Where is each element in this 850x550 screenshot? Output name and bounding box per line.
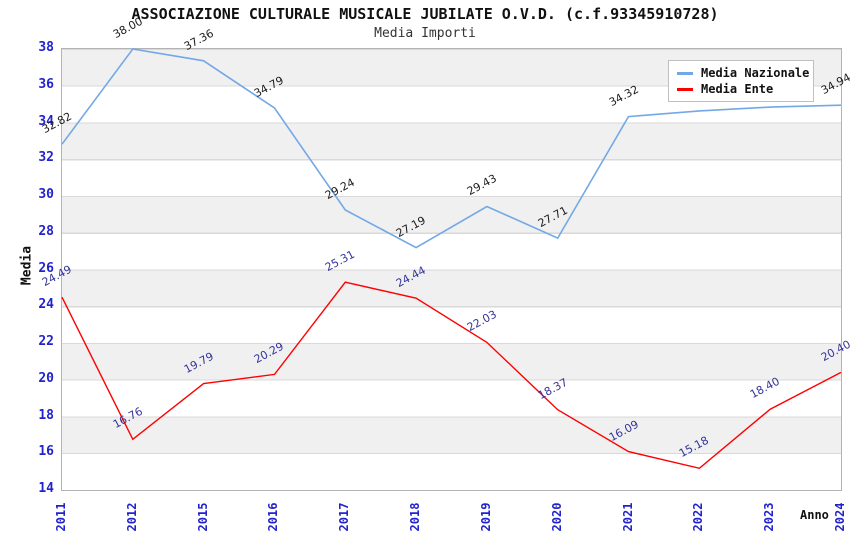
y-tick-label: 22	[38, 334, 54, 349]
y-tick-label: 24	[38, 297, 54, 313]
x-tick-label: 2018	[408, 502, 423, 532]
y-tick-label: 38	[38, 40, 54, 55]
x-tick-label: 2012	[124, 502, 139, 532]
plot-area: 32.82 38.00 37.36 34.79 29.24 27.19 29.43 27.71…	[40, 15, 850, 491]
y-tick-label: 28	[38, 223, 54, 239]
y-tick-label: 32	[38, 150, 54, 166]
chart-title: ASSOCIAZIONE CULTURALE MUSICALE JUBILATE…	[131, 5, 719, 23]
y-tick-label: 36	[38, 76, 54, 92]
series-line-media-nazionale	[61, 48, 842, 249]
legend-swatch-red-line-icon	[677, 87, 693, 91]
legend-item-media-nazionale: Media Nazionale	[677, 66, 809, 80]
y-tick-label: 20	[38, 370, 54, 386]
y-tick-label: 26	[38, 260, 54, 276]
x-tick-label: 2011	[54, 502, 68, 532]
x-tick-label: 2020	[549, 502, 564, 532]
x-tick-label: 2022	[691, 502, 706, 532]
x-tick-label: 2017	[337, 502, 352, 532]
y-tick-label: 18	[38, 407, 54, 423]
line-series-svg	[61, 48, 842, 470]
x-tick-label: 2016	[266, 502, 281, 532]
legend-item-media-ente: Media Ente	[677, 82, 805, 96]
x-tick-label: 2019	[478, 502, 493, 532]
y-tick-label: 30	[38, 187, 54, 202]
y-tick-label: 16	[38, 444, 54, 460]
x-tick-label: 2024	[833, 502, 847, 532]
x-axis-title: Anno	[800, 508, 829, 522]
legend-box: Media Nazionale Media Ente	[668, 60, 814, 102]
x-tick-label: 2015	[195, 502, 210, 532]
legend-swatch-blue-line-icon	[677, 71, 693, 75]
series-line-media-ente	[61, 281, 842, 470]
legend-label: Media Nazionale	[701, 66, 810, 80]
y-tick-label: 34	[38, 113, 54, 129]
legend-label: Media Ente	[701, 82, 774, 96]
y-tick-label: 14	[38, 481, 54, 496]
x-tick-label: 2023	[762, 502, 777, 532]
x-tick-label: 2021	[620, 502, 635, 532]
chart-subtitle: Media Importi	[374, 26, 476, 41]
